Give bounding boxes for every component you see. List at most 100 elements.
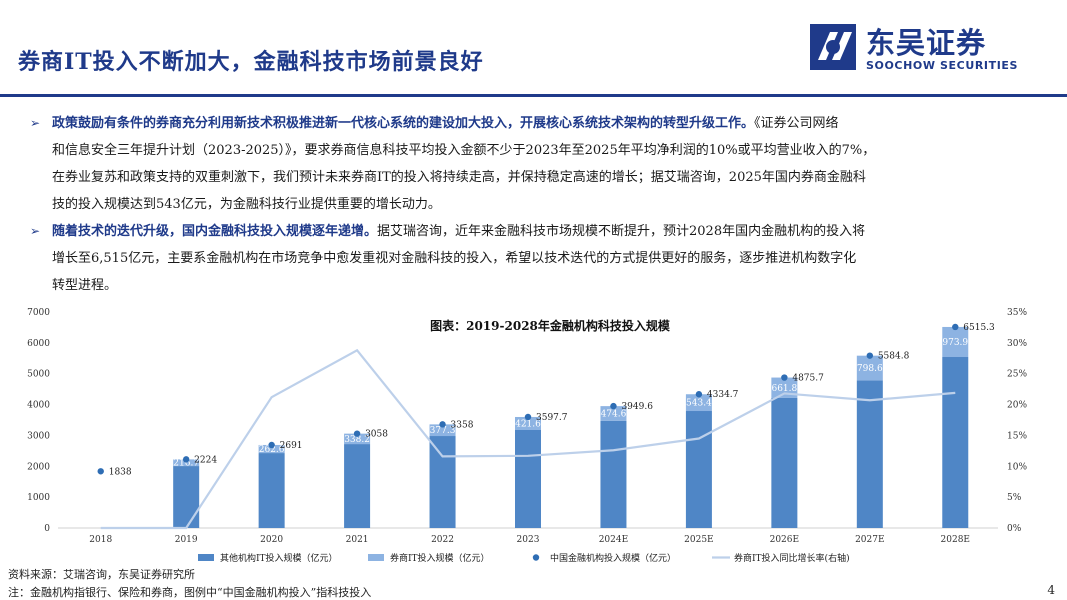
y-tick-label: 7000 <box>27 308 50 318</box>
total-investment-point <box>182 456 190 463</box>
page-number: 4 <box>1047 583 1055 597</box>
legend-swatch-other <box>198 554 214 561</box>
total-investment-point <box>952 323 959 331</box>
total-investment-point <box>866 352 874 359</box>
y2-tick-label: 10% <box>1007 462 1027 472</box>
bar-broker-it <box>600 406 627 421</box>
bar-data-label: 338.2 <box>344 435 370 445</box>
point-data-label: 4875.7 <box>792 374 824 384</box>
legend-label: 中国金融机构投入规模（亿元） <box>550 552 676 564</box>
total-investment-point <box>268 441 275 449</box>
bullet-item: ➢ 随着技术的迭代升级，国内金融科技投入规模逐年递增。据艾瑞咨询，近年来金融科技… <box>20 218 1050 299</box>
total-investment-point <box>695 391 703 398</box>
bullet-line: 随着技术的迭代升级，国内金融科技投入规模逐年递增。据艾瑞咨询，近年来金融科技市场… <box>52 218 1050 245</box>
y2-tick-label: 20% <box>1007 401 1027 411</box>
y2-tick-label: 30% <box>1007 339 1027 349</box>
y-tick-label: 0 <box>44 524 50 534</box>
x-tick-label: 2020 <box>260 535 283 545</box>
y2-tick-label: 0% <box>1007 524 1022 534</box>
bullet-line: 和信息安全三年提升计划（2023-2025）》，要求券商信息科技平均投入金额不少… <box>52 143 876 158</box>
bar-other-institutions <box>344 444 371 528</box>
legend-label: 券商IT投入规模（亿元） <box>390 552 490 564</box>
bar-other-institutions <box>685 411 712 528</box>
y-tick-label: 2000 <box>27 462 50 472</box>
bullet-text: 据艾瑞咨询，近年来金融科技市场规模不断提升，预计2028年国内金融机构的投入将 <box>377 224 866 239</box>
x-tick-label: 2024E <box>599 535 628 545</box>
bar-other-institutions <box>942 357 969 528</box>
fintech-investment-chart: 0 1000 2000 3000 4000 5000 6000 7000 0% 5% 10% 15% 2… <box>27 308 1027 564</box>
y-tick-label: 3000 <box>27 431 50 441</box>
bullet-line: 增长至6,515亿元，主要系金融机构在市场竞争中愈发重视对金融科技的投入，希望以… <box>52 251 857 266</box>
bar-other-institutions <box>515 429 541 528</box>
y2-tick-label: 5% <box>1007 493 1022 503</box>
total-investment-point <box>610 402 617 410</box>
bar-broker-it <box>515 416 541 430</box>
bar-broker-it <box>344 433 371 445</box>
legend-swatch-total <box>532 554 540 561</box>
y2-tick-label: 15% <box>1007 431 1027 441</box>
total-investment-point <box>439 421 446 428</box>
bullet-emphasis: 政策鼓励有条件的券商充分利用新技术积极推进新一代核心系统的建设加大投入，开展核心… <box>52 116 755 131</box>
bullet-arrow-icon: ➢ <box>30 224 41 238</box>
bar-data-label: 973.9 <box>942 338 968 348</box>
company-logo: 东吴证券 SOOCHOW SECURITIES <box>808 22 1048 74</box>
growth-rate-line <box>100 348 956 530</box>
legend-swatch-broker <box>368 554 384 561</box>
bar-other-institutions <box>856 380 883 528</box>
point-data-label: 5584.8 <box>878 352 910 362</box>
bullet-item: ➢ 政策鼓励有条件的券商充分利用新技术积极推进新一代核心系统的建设加大投入，开展… <box>20 110 1050 218</box>
bar-other-institutions <box>600 420 627 528</box>
bar-data-label: 377.3 <box>430 426 456 436</box>
point-data-label: 2691 <box>280 441 303 451</box>
footnote: 注：金融机构指银行、保险和券商，图例中“中国金融机构投入”指科技投入 <box>8 586 372 599</box>
bullet-arrow-icon: ➢ <box>30 116 41 130</box>
logo-emblem-icon <box>810 24 856 70</box>
x-tick-label: 2028E <box>941 535 970 545</box>
x-tick-label: 2025E <box>684 535 713 545</box>
x-tick-label: 2027E <box>855 535 884 545</box>
logo-subtitle: SOOCHOW SECURITIES <box>866 59 1019 72</box>
bullet-text: 《证券公司网络 <box>754 116 839 131</box>
bar-data-label: 543.4 <box>686 399 712 409</box>
bar-data-label: 216.7 <box>173 459 199 469</box>
bar-other-institutions <box>771 397 798 528</box>
bar-other-institutions <box>429 436 456 528</box>
bar-broker-it <box>429 424 456 437</box>
total-investment-point <box>97 468 104 475</box>
bar-other-institutions <box>173 466 200 528</box>
x-tick-label: 2019 <box>175 535 198 545</box>
bar-broker-it <box>685 394 712 412</box>
point-data-label: 1838 <box>109 467 132 477</box>
total-investment-point <box>781 374 788 381</box>
legend-label: 券商IT投入同比增长率(右轴) <box>734 552 850 564</box>
point-data-label: 2224 <box>194 455 217 465</box>
x-tick-label: 2023 <box>517 535 540 545</box>
page-title: 券商IT投入不断加大，金融科技市场前景良好 <box>18 49 484 75</box>
point-data-label: 3597.7 <box>536 413 568 423</box>
bar-broker-it <box>856 355 883 381</box>
bullet-line: 转型进程。 <box>52 278 118 293</box>
point-data-label: 3358 <box>451 420 474 430</box>
total-investment-point <box>524 413 532 421</box>
y-tick-label: 5000 <box>27 370 50 380</box>
bar-data-label: 262.6 <box>259 445 285 455</box>
bar-broker-it <box>771 377 798 398</box>
y2-tick-label: 35% <box>1007 308 1027 318</box>
x-tick-label: 2018 <box>89 535 112 545</box>
bullet-line: 技的投入规模达到543亿元，为金融科技行业提供重要的增长动力。 <box>52 197 441 212</box>
point-data-label: 3949.6 <box>621 402 653 412</box>
y-tick-label: 6000 <box>27 339 50 349</box>
bar-data-label: 661.8 <box>771 384 797 394</box>
header-rule <box>0 94 1067 97</box>
x-tick-label: 2026E <box>770 535 799 545</box>
total-investment-point <box>353 430 361 437</box>
bar-broker-it <box>258 444 285 454</box>
bullet-list: ➢ 政策鼓励有条件的券商充分利用新技术积极推进新一代核心系统的建设加大投入，开展… <box>20 110 1050 299</box>
chart-title: 图表：2019-2028年金融机构科技投入规模 <box>430 318 671 333</box>
bar-other-institutions <box>258 453 285 528</box>
x-tick-label: 2022 <box>431 535 454 545</box>
bar-data-label: 798.6 <box>857 364 883 374</box>
y2-tick-label: 25% <box>1007 370 1027 380</box>
bar-broker-it <box>942 326 969 358</box>
bullet-line: 政策鼓励有条件的券商充分利用新技术积极推进新一代核心系统的建设加大投入，开展核心… <box>52 110 1050 137</box>
